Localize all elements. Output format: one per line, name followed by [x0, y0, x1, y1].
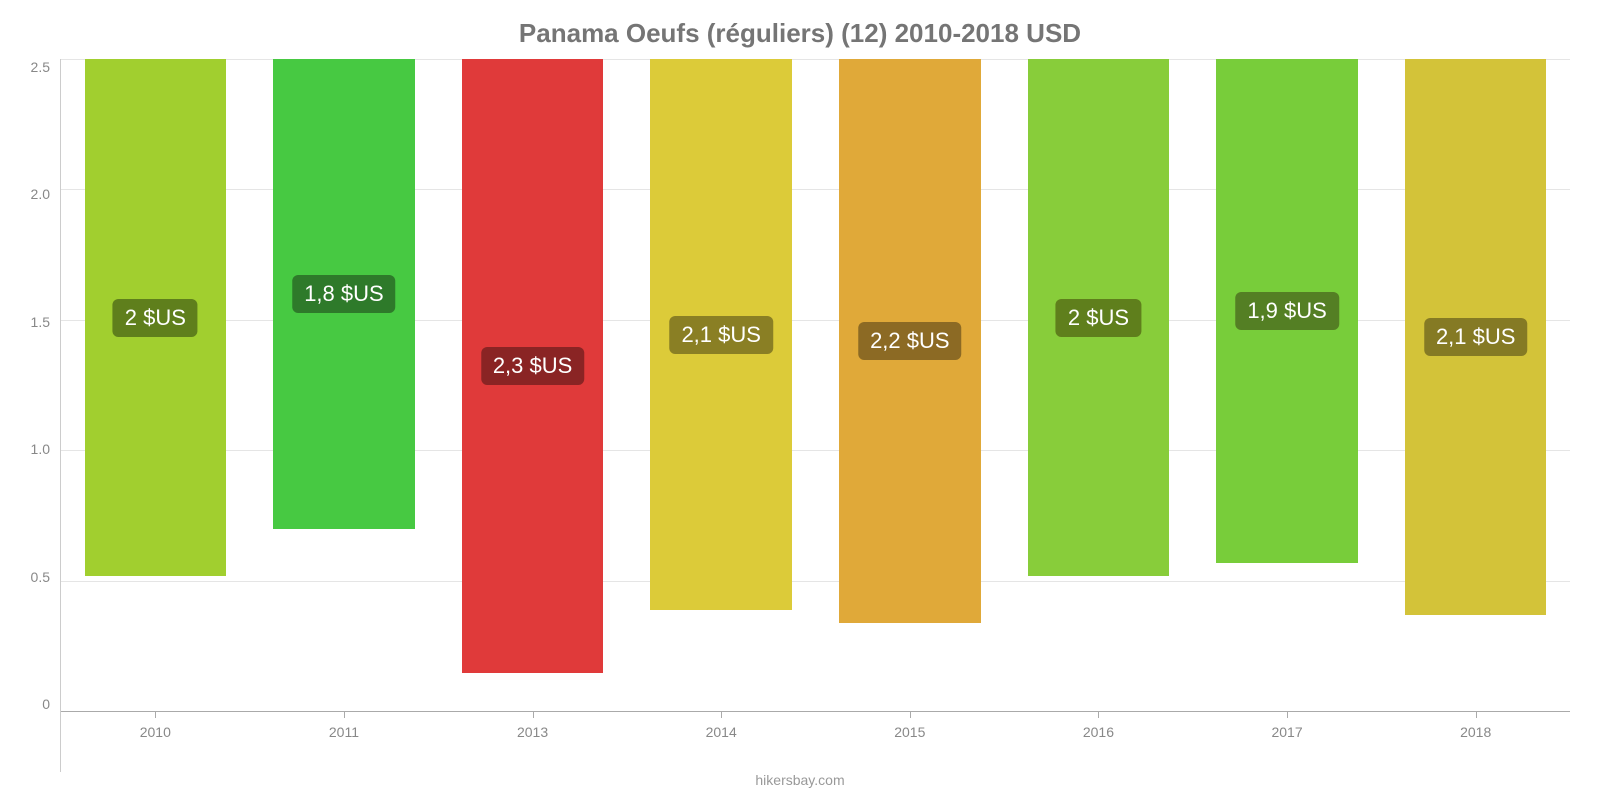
bar-slot: 2,1 $US	[1381, 59, 1570, 712]
bar: 2 $US	[85, 59, 226, 576]
bar: 2,1 $US	[650, 59, 791, 610]
x-tick-label: 2017	[1193, 712, 1382, 772]
y-axis: 2.5 2.0 1.5 1.0 0.5 0	[10, 59, 60, 772]
x-tick-label: 2011	[250, 712, 439, 772]
bar-slot: 2,1 $US	[627, 59, 816, 712]
bar-slot: 2,3 $US	[438, 59, 627, 712]
bar-slot: 2 $US	[61, 59, 250, 712]
bar-slot: 1,9 $US	[1193, 59, 1382, 712]
x-tick-label: 2010	[61, 712, 250, 772]
bar-value-label: 2,1 $US	[1424, 318, 1528, 356]
bar-value-label: 2 $US	[1056, 299, 1141, 337]
y-tick-label: 0	[42, 696, 50, 712]
chart-title: Panama Oeufs (réguliers) (12) 2010-2018 …	[0, 0, 1600, 59]
bars-row: 2 $US 1,8 $US 2,3 $US 2,1 $US 2,2 $US 2 $US 1,…	[61, 59, 1570, 712]
bar-value-label: 2,2 $US	[858, 322, 962, 360]
bar: 1,8 $US	[273, 59, 414, 529]
bar-value-label: 1,9 $US	[1235, 292, 1339, 330]
x-tick-label: 2015	[816, 712, 1005, 772]
bar: 2 $US	[1028, 59, 1169, 576]
y-tick-label: 1.0	[31, 441, 50, 457]
bar-slot: 1,8 $US	[250, 59, 439, 712]
y-tick-label: 0.5	[31, 569, 50, 585]
bar: 2,2 $US	[839, 59, 980, 623]
bar: 2,3 $US	[462, 59, 603, 673]
y-tick-label: 2.5	[31, 59, 50, 75]
bar-value-label: 2,1 $US	[669, 316, 773, 354]
x-tick-label: 2016	[1004, 712, 1193, 772]
bar-slot: 2,2 $US	[816, 59, 1005, 712]
bar-slot: 2 $US	[1004, 59, 1193, 712]
x-tick-label: 2014	[627, 712, 816, 772]
x-axis: 20102011201320142015201620172018	[61, 712, 1570, 772]
source-text: hikersbay.com	[0, 772, 1600, 800]
bar: 2,1 $US	[1405, 59, 1546, 615]
chart-container: 2.5 2.0 1.5 1.0 0.5 0 2 $US 1,8 $US 2,3 $U…	[0, 59, 1600, 772]
x-tick-label: 2018	[1381, 712, 1570, 772]
bar-value-label: 1,8 $US	[292, 275, 396, 313]
x-tick-label: 2013	[438, 712, 627, 772]
plot-area: 2 $US 1,8 $US 2,3 $US 2,1 $US 2,2 $US 2 $US 1,…	[60, 59, 1570, 772]
y-tick-label: 2.0	[31, 186, 50, 202]
bar: 1,9 $US	[1216, 59, 1357, 563]
bar-value-label: 2 $US	[113, 299, 198, 337]
y-tick-label: 1.5	[31, 314, 50, 330]
bar-value-label: 2,3 $US	[481, 347, 585, 385]
